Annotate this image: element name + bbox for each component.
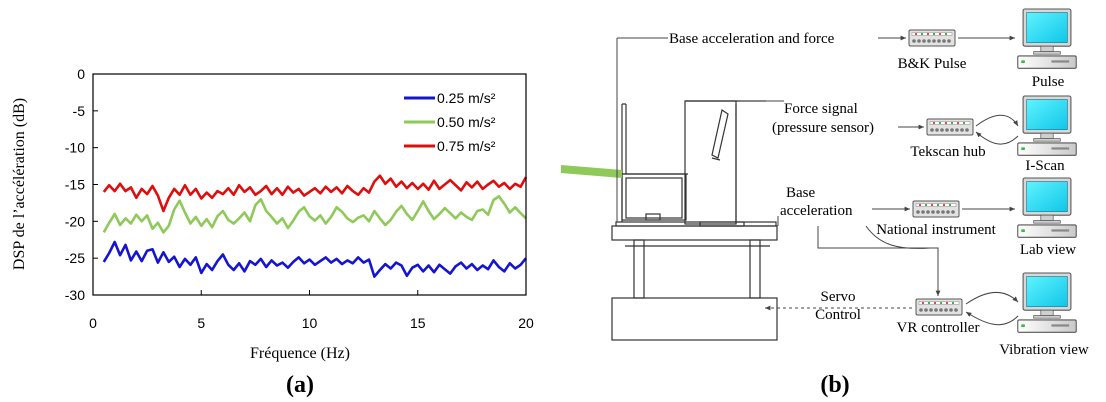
label-base-acceleration-force: Base acceleration and force: [669, 31, 835, 47]
y-axis-label: DSP de l’accélération (dB): [11, 98, 28, 270]
platform-leg-left: [633, 239, 645, 299]
pulse-computer-icon: [1017, 8, 1077, 69]
force-sensor-bar: [561, 165, 622, 178]
screen-panel: [711, 109, 729, 159]
platform-top-plate: [615, 221, 777, 227]
platform-top: [611, 225, 778, 241]
tekscan-hub-icon: [926, 118, 974, 136]
y-tick-label: -25: [65, 250, 85, 266]
label-pulse: Pulse: [1032, 74, 1065, 90]
x-tick-label: 10: [302, 315, 318, 331]
legend-label-2: 0.50 m/s²: [437, 114, 496, 130]
platform-leg-right: [749, 239, 761, 299]
vibration-view-computer-icon: [1017, 272, 1077, 333]
vibration-platform: [611, 100, 778, 341]
y-tick-label: -5: [73, 103, 86, 119]
y-tick-label: -20: [65, 213, 85, 229]
label-pressure-sensor: (pressure sensor): [772, 120, 874, 136]
iscan-computer-icon: [1017, 95, 1077, 156]
footrest: [699, 221, 745, 227]
y-axis-ticks: 0 -5 -10 -15 -20 -25 -30: [65, 66, 98, 303]
arrow-from-vibration-view: [965, 311, 1019, 326]
legend-label-3: 0.75 m/s²: [437, 138, 496, 154]
label-bk-pulse: B&K Pulse: [898, 56, 967, 72]
y-tick-label: -10: [65, 140, 85, 156]
label-control: Control: [815, 307, 861, 323]
setup-diagram: Base acceleration and force B&K Pulse Pu…: [561, 8, 1089, 358]
y-tick-label: -30: [65, 287, 85, 303]
label-vibration-view: Vibration view: [999, 342, 1089, 358]
screen-hinge: [711, 157, 721, 161]
panel-label-b: (b): [820, 372, 849, 398]
label-force-signal: Force signal: [784, 101, 858, 117]
series-line-3: [102, 174, 528, 213]
vr-controller-icon: [915, 298, 963, 316]
label-tekscan-hub: Tekscan hub: [910, 144, 985, 160]
arrow-to-iscan: [975, 114, 1019, 127]
x-axis-ticks: 0 5 10 15 20: [89, 290, 534, 331]
arrow-to-vibration-view: [965, 292, 1019, 305]
series-line-2: [102, 195, 527, 234]
x-tick-label: 15: [410, 315, 426, 331]
chart-legend: 0.25 m/s² 0.50 m/s² 0.75 m/s²: [404, 90, 496, 154]
x-axis-label: Fréquence (Hz): [250, 345, 350, 362]
label-lab-view: Lab view: [1020, 242, 1076, 258]
seat-support: [645, 213, 661, 221]
x-tick-label: 20: [518, 315, 534, 331]
x-tick-label: 5: [197, 315, 205, 331]
series-lines: [102, 174, 528, 278]
legend-label-1: 0.25 m/s²: [437, 90, 496, 106]
x-tick-label: 0: [89, 315, 97, 331]
seat-box-inner: [625, 177, 683, 219]
connector-national-curve: [865, 225, 931, 249]
y-tick-label: 0: [77, 66, 85, 82]
label-iscan: I-Scan: [1025, 158, 1065, 174]
label-base: Base: [786, 185, 816, 201]
lab-view-computer-icon: [1017, 177, 1077, 238]
psd-chart: 0 -5 -10 -15 -20 -25 -30 0 5 10 15 20 0.25 m/s² 0.5…: [11, 66, 534, 362]
series-line-1: [102, 240, 528, 278]
platform-base: [611, 297, 778, 341]
arrow-from-iscan: [975, 131, 1019, 145]
label-acceleration: acceleration: [780, 203, 853, 219]
plot-frame: [92, 73, 527, 296]
bk-pulse-instrument-icon: [908, 29, 956, 47]
national-instrument-icon: [912, 200, 960, 218]
seat-box: [621, 173, 687, 221]
screen-frame: [684, 100, 737, 225]
label-servo: Servo: [821, 289, 856, 305]
label-vr-controller: VR controller: [897, 320, 980, 336]
y-tick-label: -15: [65, 177, 85, 193]
connector-to-vr-controller: [817, 226, 941, 296]
panel-label-a: (a): [286, 372, 314, 398]
label-national-instrument: National instrument: [876, 222, 996, 238]
